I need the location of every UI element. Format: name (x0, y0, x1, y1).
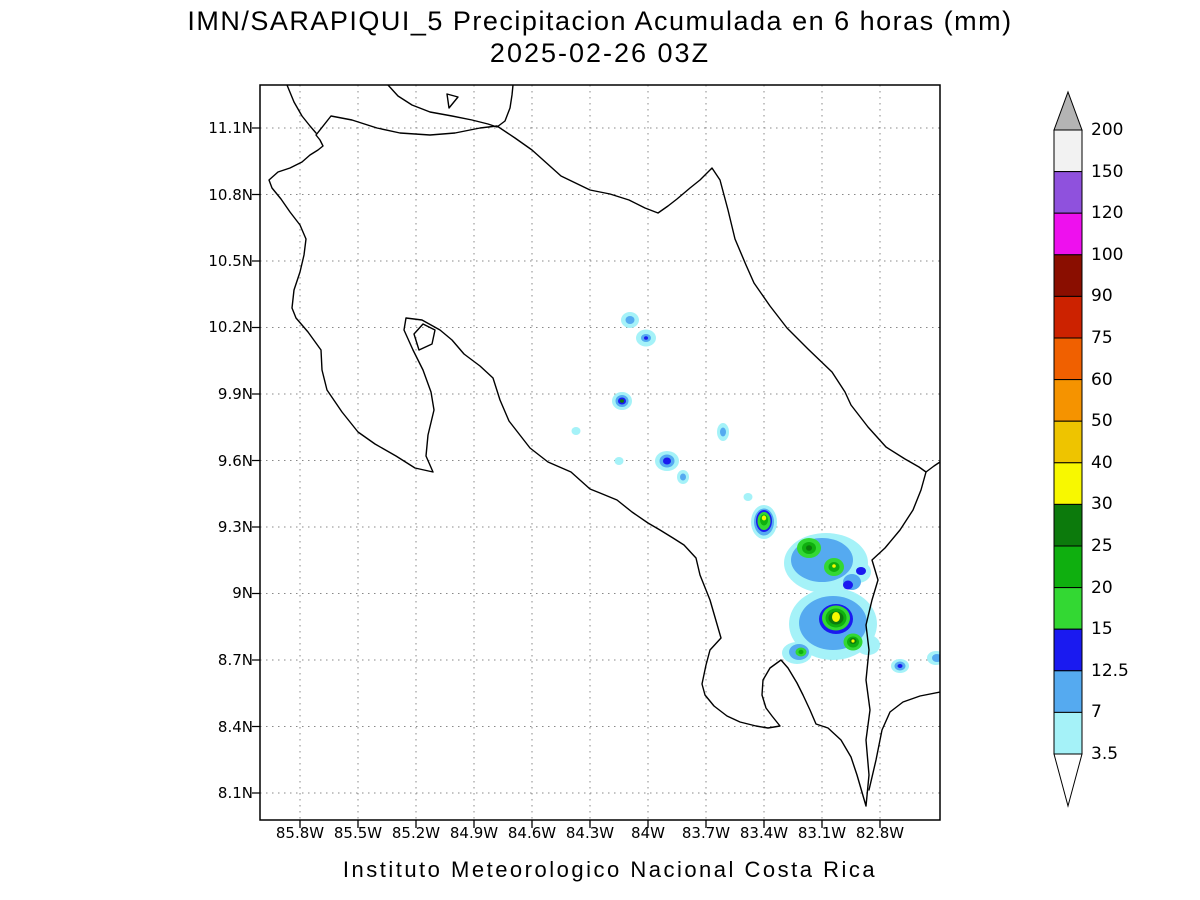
precip-cluster-talamanca-north (784, 533, 871, 593)
plot-frame (259, 84, 941, 821)
x-tick-label: 84.3W (565, 824, 615, 842)
y-tick-label: 8.1N (217, 784, 253, 802)
precip-cell-turrialba (751, 505, 777, 539)
y-tick-label: 10.8N (208, 186, 253, 204)
colorbar-cell (1053, 628, 1083, 672)
colorbar-cell (1053, 462, 1083, 505)
colorbar-label: 120 (1091, 203, 1124, 223)
precip-cluster-talamanca-south (782, 588, 880, 664)
y-tick-label: 9.6N (217, 452, 253, 470)
y-tick-label: 10.2N (208, 318, 253, 336)
colorbar-label: 75 (1091, 328, 1113, 348)
colorbar-arrow-bottom (1053, 753, 1083, 808)
x-tick-label: 84.6W (507, 824, 557, 842)
x-tick-label: 83.7W (681, 824, 731, 842)
y-tick-label: 8.4N (217, 718, 253, 736)
colorbar-label: 3.5 (1091, 744, 1119, 764)
y-tick-label: 8.7N (217, 651, 253, 669)
costa-rica-outline (268, 115, 927, 807)
footer-credit: Instituto Meteorologico Nacional Costa R… (342, 857, 878, 882)
colorbar-label: 7 (1091, 702, 1102, 722)
panama-pacific-coast (868, 691, 940, 791)
colorbar-label: 40 (1091, 453, 1113, 473)
colorbar-label: 200 (1091, 120, 1124, 140)
x-tick-label: 82.8W (855, 824, 905, 842)
chira-island (413, 323, 436, 351)
colorbar-cell (1053, 212, 1083, 256)
x-tick-label: 84W (631, 824, 665, 842)
colorbar-label: 20 (1091, 578, 1113, 598)
colorbar-cell (1053, 711, 1083, 755)
colorbar-label: 100 (1091, 245, 1124, 265)
panama-caribbean-coast (925, 461, 940, 473)
chart-valid-time: 2025-02-26 03Z (489, 38, 711, 68)
x-tick-label: 85.5W (333, 824, 383, 842)
chart-title: IMN/SARAPIQUI_5 Precipitacion Acumulada … (187, 6, 1013, 36)
precip-cell-north (621, 312, 656, 347)
colorbar-cell (1053, 545, 1083, 589)
colorbar-cell (1053, 254, 1083, 297)
colorbar-cell (1053, 670, 1083, 713)
x-tick-label: 85.8W (275, 824, 325, 842)
lake-nicaragua-shore (387, 85, 514, 128)
lake-island (446, 93, 459, 109)
colorbar-cell (1053, 420, 1083, 464)
x-tick-label: 84.9W (449, 824, 499, 842)
x-tick-label: 83.4W (739, 824, 789, 842)
y-tick-label: 9.9N (217, 385, 253, 403)
colorbar-label: 25 (1091, 536, 1113, 556)
colorbar-label: 15 (1091, 619, 1113, 639)
colorbar-cell (1053, 129, 1083, 173)
precip-cell-central (571, 392, 753, 501)
colorbar-cell (1053, 503, 1083, 547)
precip-cell-southeast (891, 651, 940, 673)
x-tick-label: 83.1W (797, 824, 847, 842)
nicaragua-pacific-coast (286, 85, 317, 134)
colorbar-label: 12.5 (1091, 661, 1129, 681)
axis-tick-marks (252, 127, 881, 828)
y-tick-label: 10.5N (208, 252, 253, 270)
y-tick-label: 11.1N (208, 119, 253, 137)
colorbar-cell (1053, 295, 1083, 339)
colorbar (1053, 90, 1083, 808)
coastline-layer (268, 85, 940, 807)
y-tick-label: 9.3N (217, 518, 253, 536)
colorbar-cell (1053, 171, 1083, 214)
colorbar-label: 90 (1091, 286, 1113, 306)
grid-lines (260, 85, 940, 820)
precipitation-field (571, 312, 940, 673)
colorbar-label: 150 (1091, 162, 1124, 182)
colorbar-cell (1053, 337, 1083, 381)
y-tick-label: 9N (232, 584, 253, 602)
colorbar-cell (1053, 379, 1083, 422)
colorbar-cell (1053, 587, 1083, 630)
colorbar-label: 60 (1091, 370, 1113, 390)
colorbar-label: 30 (1091, 494, 1113, 514)
x-tick-label: 85.2W (391, 824, 441, 842)
colorbar-arrow-top (1053, 90, 1083, 131)
colorbar-label: 50 (1091, 411, 1113, 431)
